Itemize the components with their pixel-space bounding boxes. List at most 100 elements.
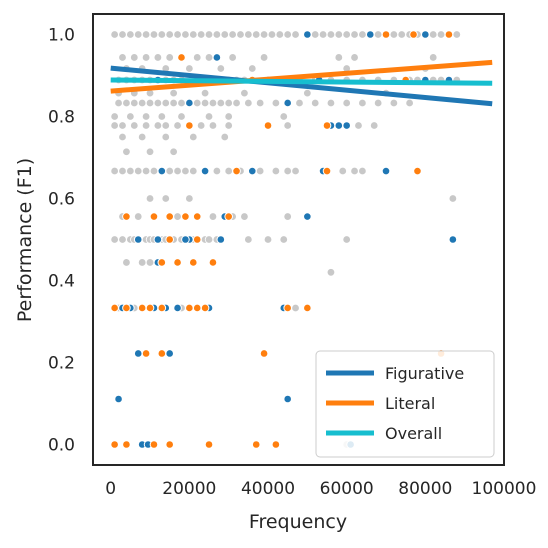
background-point bbox=[397, 30, 406, 39]
trend-lines-layer bbox=[110, 59, 493, 107]
figurative-trend-line bbox=[110, 65, 493, 107]
literal-point bbox=[173, 258, 182, 267]
background-point bbox=[161, 98, 170, 108]
figurative-point bbox=[133, 349, 143, 358]
literal-point bbox=[110, 440, 119, 449]
background-point bbox=[141, 112, 151, 121]
literal-point bbox=[188, 258, 198, 267]
background-point bbox=[350, 53, 359, 62]
x-tick-label: 40000 bbox=[241, 479, 295, 499]
background-point bbox=[350, 30, 359, 39]
literal-point bbox=[165, 235, 174, 244]
literal-point bbox=[200, 303, 210, 313]
background-point bbox=[263, 235, 273, 244]
background-point bbox=[118, 235, 127, 244]
background-point bbox=[122, 98, 131, 108]
literal-point bbox=[283, 303, 292, 313]
background-point bbox=[370, 121, 379, 130]
literal-point bbox=[157, 303, 167, 313]
background-point bbox=[126, 30, 135, 39]
literal-point bbox=[381, 30, 391, 39]
background-point bbox=[173, 30, 182, 39]
background-point bbox=[161, 194, 170, 203]
literal-point bbox=[251, 440, 261, 449]
background-point bbox=[326, 30, 336, 39]
x-axis-ticks: 0 20000 40000 60000 80000 100000 bbox=[105, 479, 536, 499]
background-point bbox=[240, 88, 249, 98]
literal-point bbox=[165, 440, 174, 449]
figurative-point bbox=[448, 235, 458, 244]
background-point bbox=[224, 121, 233, 130]
background-point bbox=[212, 166, 222, 176]
background-point bbox=[224, 112, 233, 121]
figurative-point bbox=[133, 235, 143, 244]
literal-point bbox=[444, 30, 454, 39]
background-point bbox=[189, 166, 198, 176]
legend-label-figurative: Figurative bbox=[385, 364, 464, 383]
background-point bbox=[311, 30, 320, 39]
background-point bbox=[429, 30, 438, 39]
y-tick-label: 0.8 bbox=[48, 108, 75, 128]
background-point bbox=[137, 98, 147, 108]
literal-point bbox=[259, 349, 269, 358]
x-tick-label: 0 bbox=[105, 479, 116, 499]
literal-point bbox=[192, 212, 202, 221]
background-point bbox=[173, 166, 182, 176]
y-tick-label: 0.0 bbox=[48, 436, 75, 456]
background-point bbox=[145, 147, 155, 156]
x-tick-label: 100000 bbox=[472, 479, 537, 499]
figurative-point bbox=[247, 166, 257, 176]
legend-label-literal: Literal bbox=[385, 394, 435, 413]
literal-point bbox=[208, 258, 218, 267]
background-point bbox=[311, 98, 320, 108]
background-point bbox=[216, 64, 226, 73]
background-point bbox=[185, 64, 194, 73]
background-point bbox=[153, 121, 163, 130]
background-point bbox=[141, 53, 151, 62]
background-point bbox=[326, 268, 336, 277]
background-point bbox=[448, 194, 458, 203]
background-point bbox=[212, 30, 222, 39]
background-point bbox=[224, 166, 233, 176]
background-point bbox=[181, 166, 190, 176]
background-point bbox=[110, 112, 119, 121]
background-point bbox=[244, 30, 253, 39]
background-point bbox=[153, 53, 163, 62]
background-point bbox=[141, 30, 151, 39]
figurative-point bbox=[303, 30, 312, 39]
background-point bbox=[169, 147, 178, 156]
literal-point bbox=[322, 166, 332, 176]
background-point bbox=[228, 30, 237, 39]
background-point bbox=[118, 121, 127, 130]
figurative-point bbox=[342, 121, 351, 130]
background-point bbox=[283, 30, 292, 39]
background-point bbox=[228, 53, 237, 62]
plot-area-frame bbox=[92, 13, 505, 466]
background-point bbox=[358, 166, 367, 176]
figurative-point bbox=[334, 121, 344, 130]
background-point bbox=[189, 132, 198, 142]
background-point bbox=[244, 98, 253, 108]
background-point bbox=[232, 98, 241, 108]
background-point bbox=[244, 235, 253, 244]
overall-trend-line bbox=[110, 77, 493, 86]
background-point bbox=[169, 88, 178, 98]
y-tick-label: 0.6 bbox=[48, 190, 75, 210]
literal-point bbox=[141, 349, 151, 358]
background-point bbox=[149, 166, 159, 176]
background-point bbox=[110, 235, 119, 244]
background-point bbox=[283, 212, 292, 221]
background-point bbox=[173, 121, 182, 130]
background-point bbox=[196, 121, 206, 130]
legend: Figurative Literal Overall bbox=[315, 350, 495, 458]
literal-point bbox=[204, 440, 214, 449]
background-point bbox=[204, 112, 214, 121]
background-point bbox=[373, 30, 383, 39]
background-point bbox=[126, 112, 135, 121]
background-point bbox=[134, 212, 143, 221]
literal-point bbox=[157, 258, 167, 267]
background-point bbox=[165, 53, 174, 62]
background-point bbox=[338, 166, 347, 176]
background-point bbox=[358, 30, 367, 39]
figurative-point bbox=[153, 235, 163, 244]
